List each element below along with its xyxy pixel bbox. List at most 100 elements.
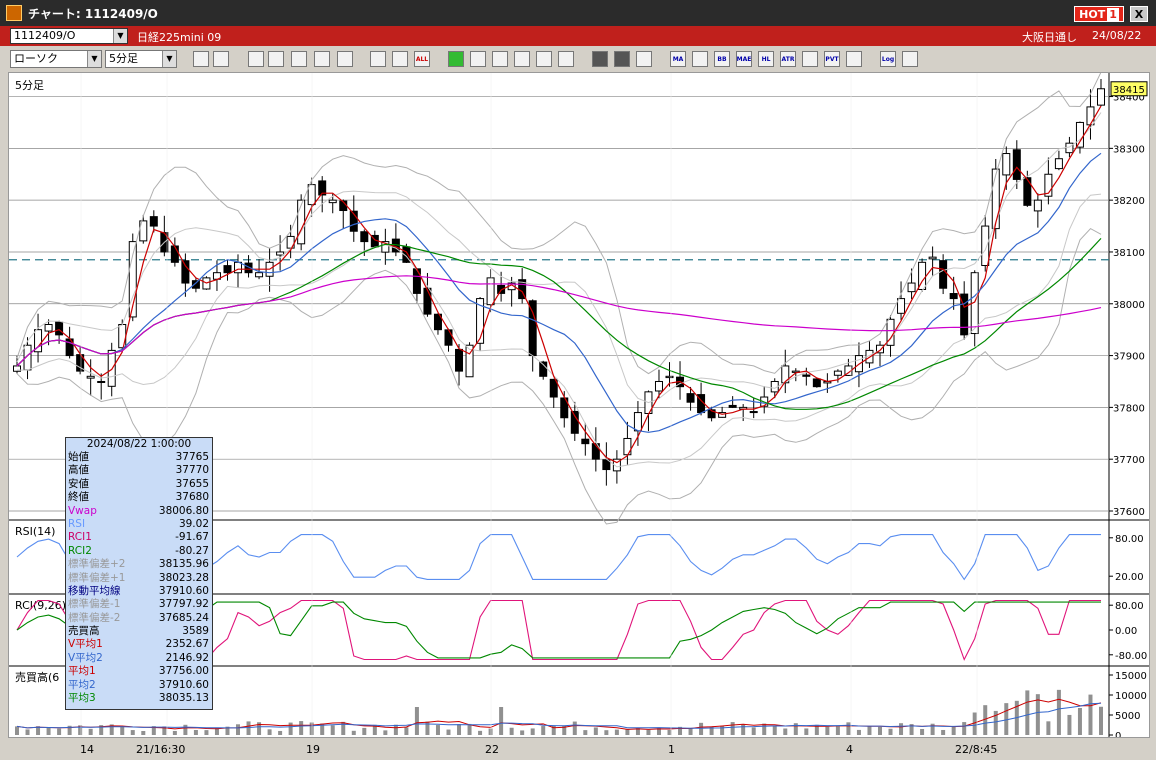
box-all-icon[interactable] bbox=[392, 51, 408, 67]
hl-icon[interactable]: HL bbox=[758, 51, 774, 67]
ohlc-value: 39.02 bbox=[178, 517, 209, 530]
volume-bar bbox=[541, 726, 546, 735]
volume-bar bbox=[730, 722, 735, 735]
close-button[interactable]: X bbox=[1130, 6, 1148, 22]
hot-button[interactable]: HOT 1 bbox=[1074, 6, 1124, 22]
volume-bar bbox=[236, 724, 241, 735]
chevron-down-icon[interactable]: ▼ bbox=[113, 29, 127, 43]
interval-select[interactable]: 5分足 ▼ bbox=[105, 50, 177, 68]
undo-icon[interactable] bbox=[514, 51, 530, 67]
ma-icon[interactable]: MA bbox=[670, 51, 686, 67]
price-tick-label: 37600 bbox=[1113, 507, 1145, 518]
volume-bar bbox=[1035, 694, 1040, 735]
volume-average-2 bbox=[16, 702, 1102, 729]
volume-bar bbox=[699, 722, 704, 735]
save-icon[interactable] bbox=[902, 51, 918, 67]
candle-body bbox=[812, 378, 821, 388]
volume-bar bbox=[804, 728, 809, 735]
volume-bar bbox=[993, 710, 998, 735]
volume-bar bbox=[783, 728, 788, 735]
mm-icon[interactable] bbox=[692, 51, 708, 67]
candle-body bbox=[1075, 121, 1084, 148]
volume-bar bbox=[393, 724, 398, 735]
app-icon bbox=[6, 5, 22, 21]
volume-bar bbox=[193, 730, 198, 735]
split-icon[interactable] bbox=[213, 51, 229, 67]
cut-icon[interactable] bbox=[248, 51, 264, 67]
chevron-down-icon[interactable]: ▼ bbox=[87, 51, 101, 67]
rsi-tick-label: 80.00 bbox=[1115, 534, 1144, 545]
candle-body bbox=[34, 329, 43, 353]
volume-bar bbox=[57, 728, 62, 735]
volume-bar bbox=[172, 730, 177, 735]
ohlc-value: -80.27 bbox=[175, 544, 209, 557]
rsi-icon[interactable] bbox=[802, 51, 818, 67]
chevron-down-icon[interactable]: ▼ bbox=[162, 51, 176, 67]
copy-icon[interactable] bbox=[536, 51, 552, 67]
bb-icon[interactable]: BB bbox=[714, 51, 730, 67]
ohlc-row: 平均3 38035.13 bbox=[66, 692, 212, 705]
volume-bar bbox=[1025, 690, 1030, 735]
volume-bar bbox=[877, 726, 882, 735]
candle-body bbox=[612, 458, 621, 472]
volume-bar bbox=[425, 721, 430, 735]
grid-icon[interactable] bbox=[291, 51, 307, 67]
volume-bar bbox=[88, 728, 93, 735]
color-icon[interactable] bbox=[636, 51, 652, 67]
volume-bar bbox=[562, 725, 567, 735]
volume-bar bbox=[278, 730, 283, 735]
ohlc-value: 2352.67 bbox=[165, 638, 209, 651]
find-icon[interactable] bbox=[268, 51, 284, 67]
cursor-icon[interactable] bbox=[492, 51, 508, 67]
ohlc-row: 標準偏差+1 38023.28 bbox=[66, 572, 212, 585]
candle-icon[interactable] bbox=[314, 51, 330, 67]
wrench-icon[interactable] bbox=[614, 51, 630, 67]
bollinger-upper-2 bbox=[16, 71, 1102, 375]
candle-body bbox=[991, 168, 1000, 230]
candle-body bbox=[654, 380, 663, 392]
volume-bar bbox=[320, 723, 325, 735]
ohlc-label: RSI bbox=[68, 517, 86, 530]
compare-icon[interactable] bbox=[337, 51, 353, 67]
candle-body bbox=[686, 393, 695, 403]
pen-icon[interactable] bbox=[448, 51, 464, 67]
mae-icon[interactable]: MAE bbox=[736, 51, 752, 67]
ohlc-info-box: 2024/08/22 1:00:00 始値 37765 高値 37770 安値 37655… bbox=[65, 437, 213, 710]
candle-body bbox=[1012, 149, 1021, 180]
ohlc-row: 平均1 37756.00 bbox=[66, 665, 212, 678]
layers-icon[interactable] bbox=[592, 51, 608, 67]
window-icon[interactable] bbox=[846, 51, 862, 67]
draw-icon[interactable] bbox=[470, 51, 486, 67]
x-tick-label: 1 bbox=[668, 743, 675, 756]
all-icon[interactable]: ALL bbox=[414, 51, 430, 67]
candle-body bbox=[486, 277, 495, 306]
candle-body bbox=[433, 313, 442, 331]
candle-body bbox=[1033, 199, 1042, 212]
volume-bar bbox=[835, 726, 840, 735]
volume-bar bbox=[678, 726, 683, 735]
atr-icon[interactable]: ATR bbox=[780, 51, 796, 67]
symbol-select[interactable]: 1112409/O ▼ bbox=[10, 28, 128, 44]
volume-bar bbox=[741, 724, 746, 735]
volume-bar bbox=[930, 723, 935, 735]
volume-bar bbox=[920, 728, 925, 735]
rci-tick-label: -80.00 bbox=[1115, 651, 1147, 662]
volume-bar bbox=[962, 722, 967, 735]
candle-body bbox=[718, 412, 727, 418]
volume-bar bbox=[414, 707, 419, 735]
volume-bar bbox=[488, 728, 493, 735]
delete-icon[interactable] bbox=[558, 51, 574, 67]
pvt-icon[interactable]: PVT bbox=[824, 51, 840, 67]
candle-body bbox=[381, 241, 390, 253]
ohlc-label: 標準偏差-1 bbox=[68, 598, 121, 611]
chart-type-select[interactable]: ローソク ▼ bbox=[10, 50, 102, 68]
volume-bar bbox=[1088, 694, 1093, 735]
volume-bar bbox=[204, 730, 209, 735]
volume-bar bbox=[151, 726, 156, 735]
box-icon[interactable] bbox=[370, 51, 386, 67]
zoom-icon[interactable] bbox=[193, 51, 209, 67]
candle-body bbox=[55, 321, 64, 336]
candle-body bbox=[665, 375, 674, 379]
log-icon[interactable]: Log bbox=[880, 51, 896, 67]
candle-body bbox=[349, 210, 358, 232]
